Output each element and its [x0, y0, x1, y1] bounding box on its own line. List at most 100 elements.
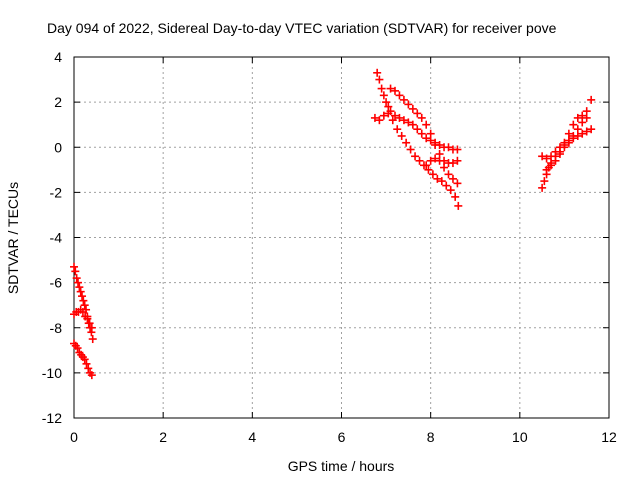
y-tick-label: -8 [50, 320, 63, 336]
data-point [80, 301, 89, 310]
data-point [433, 174, 442, 183]
y-axis-label: SDTVAR / TECUs [5, 182, 21, 294]
data-point [384, 102, 393, 111]
x-tick-label: 8 [427, 429, 435, 445]
data-point [415, 156, 424, 165]
x-tick-label: 4 [248, 429, 256, 445]
series-sat-track-g [422, 154, 462, 188]
data-point [78, 307, 87, 316]
data-point [391, 111, 399, 120]
data-point [440, 163, 449, 172]
data-point [569, 120, 578, 129]
series-sat-track-i [538, 125, 596, 163]
data-point [85, 319, 94, 328]
data-point [435, 150, 444, 159]
data-point [564, 129, 573, 138]
series-sat-track-d [373, 68, 462, 154]
data-point [382, 98, 391, 107]
data-point [87, 371, 96, 380]
data-point [71, 267, 80, 276]
data-point [542, 154, 551, 163]
data-point [397, 131, 406, 140]
data-point [384, 109, 393, 118]
data-point [379, 91, 388, 100]
data-point [422, 120, 431, 129]
data-point [377, 84, 386, 93]
data-point [422, 134, 431, 143]
data-point [402, 138, 411, 147]
data-point [379, 111, 388, 120]
y-tick-label: 4 [54, 49, 62, 65]
data-point [547, 159, 556, 168]
data-point [76, 287, 85, 296]
chart-title: Day 094 of 2022, Sidereal Day-to-day VTE… [47, 20, 557, 36]
tick-layer: 0 2 4 6 8 10 12 4 2 0 -2 -4 -6 -8 -10 -12 [42, 49, 617, 445]
data-point [75, 283, 84, 292]
x-tick-label: 0 [70, 429, 78, 445]
data-point [454, 201, 463, 210]
data-point [74, 278, 83, 287]
data-point [391, 86, 399, 95]
x-tick-label: 2 [159, 429, 167, 445]
data-point [442, 181, 451, 190]
data-point [413, 125, 422, 134]
data-point [451, 192, 460, 201]
data-point [538, 152, 547, 161]
data-point [437, 177, 446, 186]
data-point [426, 156, 435, 165]
data-point [453, 145, 462, 154]
data-point [582, 127, 591, 136]
series-sat-track-b [70, 305, 96, 332]
data-point [582, 107, 591, 116]
data-point [578, 129, 587, 138]
data-point [448, 174, 457, 183]
data-point [426, 129, 435, 138]
data-point [435, 156, 444, 165]
data-point [573, 131, 582, 140]
data-point [448, 159, 457, 168]
data-point [431, 154, 440, 163]
data-point [395, 91, 404, 100]
data-point [453, 156, 462, 165]
data-point [540, 177, 549, 186]
data-point [560, 138, 569, 147]
data-point [582, 113, 591, 122]
data-point [386, 84, 395, 93]
data-point [406, 145, 415, 154]
y-tick-label: -4 [50, 230, 63, 246]
data-points [70, 68, 596, 380]
y-tick-label: -6 [50, 275, 63, 291]
data-point [538, 183, 547, 192]
data-point [375, 75, 384, 84]
data-point [83, 314, 92, 323]
data-point [542, 165, 551, 174]
data-point [411, 152, 420, 161]
data-point [444, 170, 453, 179]
data-point [564, 136, 573, 145]
data-point [399, 95, 408, 104]
y-tick-label: -10 [42, 365, 62, 381]
data-point [82, 359, 91, 368]
data-point [426, 136, 435, 145]
data-point [573, 113, 582, 122]
grid-layer [74, 57, 609, 418]
x-axis-label: GPS time / hours [288, 458, 395, 474]
x-tick-label: 6 [338, 429, 346, 445]
data-point [424, 165, 433, 174]
data-point [569, 134, 578, 143]
data-point [587, 125, 596, 134]
series-sat-track-c [70, 339, 96, 380]
data-point [578, 111, 587, 120]
data-point [87, 323, 96, 332]
data-point [388, 116, 397, 125]
data-point [375, 116, 384, 125]
data-point [431, 140, 440, 149]
data-point [88, 335, 97, 344]
data-point [72, 274, 81, 283]
data-point [393, 125, 402, 134]
data-point [573, 125, 582, 134]
y-tick-label: 2 [54, 94, 62, 110]
series-sat-track-h [538, 95, 596, 192]
data-point [373, 68, 382, 77]
